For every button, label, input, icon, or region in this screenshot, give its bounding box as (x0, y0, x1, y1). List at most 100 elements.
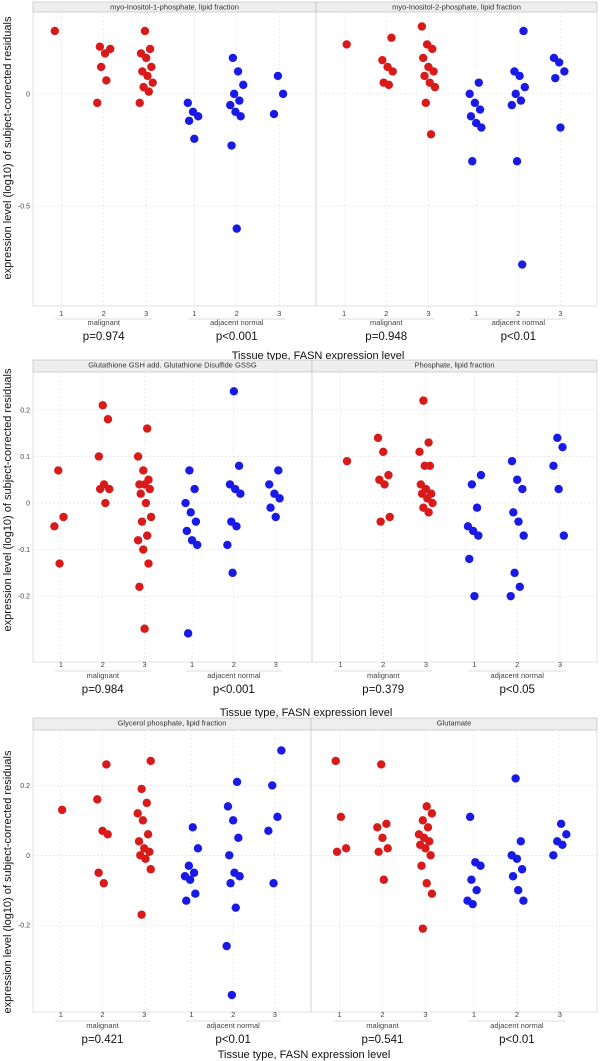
data-point (135, 582, 144, 592)
data-point (229, 89, 239, 99)
data-point (105, 484, 114, 494)
data-point (96, 62, 106, 72)
data-point (515, 71, 524, 81)
data-point (374, 847, 383, 856)
data-point (507, 100, 517, 110)
data-point (266, 503, 275, 512)
data-point (182, 526, 192, 536)
x-axis-title-middle: Tissue type, FASN expression level (220, 707, 393, 719)
data-point (133, 452, 143, 461)
x-tick-label: 2 (380, 1010, 384, 1019)
data-point (226, 879, 235, 888)
y-axis-label-middle: expression level (log10) of subject-corr… (2, 368, 14, 631)
x-tick-label: 3 (273, 1010, 277, 1019)
data-point (145, 847, 154, 856)
group-label: adjacent normal (210, 318, 264, 327)
data-point (385, 512, 394, 522)
data-point (472, 503, 482, 512)
data-point (342, 456, 352, 466)
panel-3: Glutathione GSH add. Glutathione Disulfi… (18, 359, 313, 696)
data-point (188, 823, 197, 832)
data-point (427, 889, 437, 898)
data-point (424, 438, 433, 447)
x-tick-label: 1 (190, 660, 194, 669)
data-point (379, 875, 388, 884)
data-point (387, 33, 396, 42)
data-point (514, 886, 523, 895)
x-tick-label: 2 (231, 1010, 235, 1019)
data-point (426, 130, 436, 139)
x-tick-label: 2 (515, 1010, 519, 1019)
x-tick-label: 2 (101, 660, 105, 669)
y-tick-label: 0.2 (20, 407, 30, 414)
data-point (232, 777, 242, 787)
panel-title: myo-Inositol-2-phosphate, lipid fraction (392, 3, 521, 12)
x-tick-label: 1 (472, 660, 476, 669)
panel-6: Glutamate 1 2 3 1 2 3 malignant p=0.541 adjacent … (310, 717, 598, 1046)
y-tick-label: -0.5 (18, 204, 30, 211)
panel-4: Phosphate, lipid fraction 1 2 3 1 2 3 malignant… (311, 359, 598, 696)
data-point (143, 531, 152, 540)
data-point (429, 67, 438, 76)
data-point (138, 816, 148, 825)
data-point (510, 568, 519, 578)
data-point (95, 42, 105, 51)
x-tick-label: 1 (338, 1010, 342, 1019)
y-tick-label: 0.2 (20, 783, 30, 790)
y-tick-label: 0.1 (20, 454, 30, 461)
data-point (465, 554, 474, 564)
data-point (99, 879, 109, 888)
y-tick-label: -0.2 (18, 594, 30, 601)
x-tick-label: 3 (274, 660, 278, 669)
data-point (137, 517, 147, 526)
data-point (382, 819, 391, 829)
data-point (135, 98, 144, 108)
data-point (417, 861, 426, 870)
group-label: malignant (366, 1021, 399, 1030)
data-point (141, 854, 150, 863)
data-point (103, 830, 112, 839)
data-point (94, 452, 104, 461)
data-point (147, 62, 156, 72)
data-point (236, 489, 245, 498)
data-point (475, 105, 485, 114)
data-point (554, 58, 564, 67)
data-point (140, 26, 150, 36)
data-point (232, 224, 241, 233)
data-point (143, 424, 152, 433)
data-point (144, 87, 153, 96)
data-point (265, 480, 274, 489)
data-point (54, 466, 63, 475)
data-point (268, 781, 277, 790)
data-point (134, 837, 144, 846)
x-tick-label: 1 (472, 1010, 476, 1019)
data-point (142, 798, 151, 808)
data-point (50, 26, 59, 36)
data-point (102, 76, 111, 85)
data-point (422, 879, 431, 888)
data-point (183, 629, 193, 638)
data-point (103, 415, 113, 424)
data-point (518, 260, 527, 269)
data-point (380, 480, 389, 489)
data-point (426, 851, 435, 860)
data-point (560, 67, 569, 76)
data-point (378, 55, 387, 65)
data-point (184, 861, 194, 870)
data-point (239, 80, 248, 90)
data-point (428, 498, 437, 508)
data-point (559, 531, 569, 540)
data-point (193, 844, 203, 853)
data-point (377, 760, 386, 769)
data-point (146, 865, 155, 874)
data-point (191, 517, 201, 526)
data-point (142, 53, 151, 63)
p-value: p=0.984 (82, 684, 124, 696)
data-point (183, 98, 193, 108)
data-point (332, 847, 342, 856)
data-point (519, 26, 528, 36)
data-point (470, 98, 480, 108)
data-point (515, 582, 524, 592)
data-point (140, 624, 149, 633)
